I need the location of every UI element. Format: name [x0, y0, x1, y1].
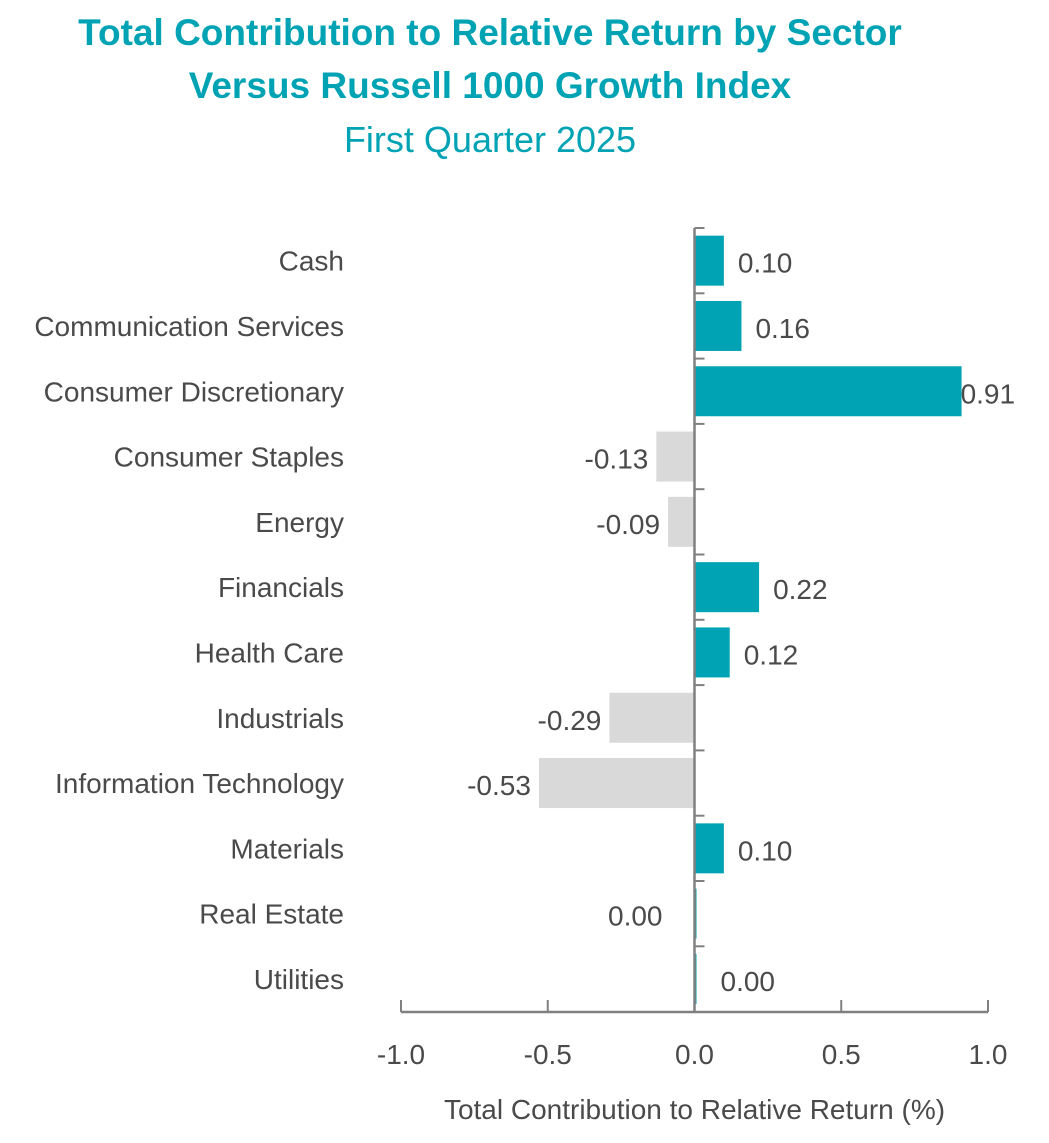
value-label-energy: -0.09 [596, 509, 660, 540]
bar-financials [694, 562, 760, 613]
category-label-cash: Cash [279, 246, 344, 277]
bar-industrials [609, 692, 695, 743]
value-label-health-care: 0.12 [744, 639, 799, 670]
category-label-energy: Energy [255, 507, 344, 538]
value-label-cash: 0.10 [738, 248, 793, 279]
labels-layer: Cash 0.10 Communication Services 0.16 Consum… [34, 246, 1015, 997]
category-label-real-estate: Real Estate [199, 899, 344, 930]
chart-title-block: Total Contribution to Relative Return by… [0, 0, 980, 166]
x-axis-title: Total Contribution to Relative Return (%… [444, 1094, 945, 1125]
bar-information-technology [538, 758, 695, 809]
x-tick-label: 0.5 [822, 1039, 861, 1070]
category-label-materials: Materials [230, 833, 344, 864]
value-label-materials: 0.10 [738, 835, 793, 866]
category-label-consumer-staples: Consumer Staples [114, 442, 344, 473]
value-label-consumer-staples: -0.13 [585, 444, 649, 475]
value-label-information-technology: -0.53 [467, 770, 531, 801]
bar-consumer-staples [656, 431, 695, 482]
axis-layer: -1.0 -0.5 0.0 0.5 1.0 [377, 227, 1008, 1070]
x-tick-label: 0.0 [675, 1039, 714, 1070]
value-label-utilities: 0.00 [721, 966, 776, 997]
value-label-communication-services: 0.16 [755, 313, 810, 344]
chart-title-line2: Versus Russell 1000 Growth Index [188, 65, 792, 106]
bar-energy [668, 496, 695, 547]
value-label-financials: 0.22 [773, 574, 828, 605]
x-tick-label: -0.5 [524, 1039, 572, 1070]
value-label-real-estate: 0.00 [608, 901, 663, 932]
category-label-health-care: Health Care [195, 637, 344, 668]
bar-communication-services [694, 300, 742, 351]
bar-consumer-discretionary [694, 366, 962, 417]
category-label-industrials: Industrials [216, 703, 344, 734]
bars-layer [538, 235, 962, 1004]
x-tick-label: 1.0 [969, 1039, 1008, 1070]
chart-subtitle: First Quarter 2025 [343, 119, 637, 160]
category-label-communication-services: Communication Services [34, 311, 344, 342]
category-label-utilities: Utilities [254, 964, 344, 995]
value-label-consumer-discretionary: 0.91 [961, 378, 1016, 409]
value-label-industrials: -0.29 [538, 705, 602, 736]
bar-cash [694, 235, 724, 286]
x-tick-label: -1.0 [377, 1039, 425, 1070]
category-label-financials: Financials [218, 572, 344, 603]
category-label-consumer-discretionary: Consumer Discretionary [44, 376, 344, 407]
bar-materials [694, 823, 724, 874]
chart-title: Total Contribution to Relative Return by… [78, 12, 902, 53]
category-label-information-technology: Information Technology [55, 768, 344, 799]
bar-health-care [694, 627, 730, 678]
